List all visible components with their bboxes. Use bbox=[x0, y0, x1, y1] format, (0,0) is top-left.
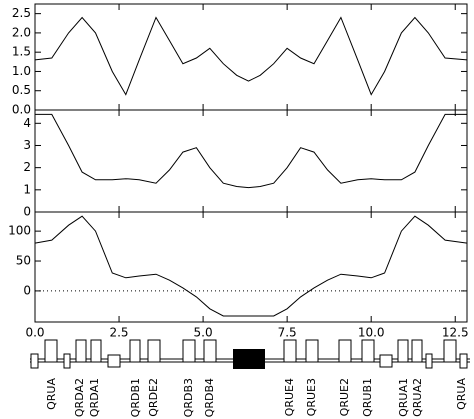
magnet-label: QRUA bbox=[455, 378, 468, 410]
magnet bbox=[233, 349, 265, 369]
x-tick-label: 0.0 bbox=[25, 326, 44, 340]
magnet-label: QRDB1 bbox=[129, 378, 142, 417]
y-tick-label: 1.0 bbox=[12, 64, 31, 78]
magnet bbox=[30, 353, 39, 369]
magnet bbox=[425, 353, 433, 369]
magnet bbox=[361, 339, 375, 363]
x-tick-label: 7.5 bbox=[278, 326, 297, 340]
magnet-label: QRDE2 bbox=[147, 378, 160, 417]
magnet-label: QRUE4 bbox=[283, 378, 296, 416]
magnet bbox=[203, 339, 217, 363]
magnet-label: QRUA2 bbox=[411, 378, 424, 417]
magnet bbox=[75, 339, 87, 363]
y-tick-label: 0.0 bbox=[12, 103, 31, 117]
y-tick-label: 3 bbox=[23, 138, 31, 152]
magnet bbox=[379, 354, 393, 368]
magnet-label: QRUE2 bbox=[338, 378, 351, 416]
y-tick-label: 100 bbox=[8, 224, 31, 238]
magnet bbox=[90, 339, 102, 363]
magnet-label: QRUA bbox=[45, 378, 58, 410]
y-tick-label: 0 bbox=[23, 283, 31, 297]
magnet bbox=[63, 353, 71, 369]
x-tick-label: 12.5 bbox=[442, 326, 469, 340]
magnet-label: QRDA1 bbox=[88, 378, 101, 417]
magnet-label: QRUA1 bbox=[397, 378, 410, 417]
plot-frame bbox=[34, 3, 468, 111]
data-line bbox=[34, 16, 468, 96]
magnet bbox=[443, 339, 457, 363]
magnet bbox=[129, 339, 141, 363]
x-tick-label: 2.5 bbox=[109, 326, 128, 340]
magnet-label: QRDB3 bbox=[182, 378, 195, 417]
magnet bbox=[397, 339, 409, 363]
y-tick-label: 0.5 bbox=[12, 83, 31, 97]
lattice: QRUA QRDA2 QRDA1 QRDB1 QRDE2 QRDB3 QRDB4 QRUE4 Q… bbox=[30, 339, 470, 417]
magnet bbox=[107, 354, 121, 368]
magnet bbox=[459, 353, 468, 369]
x-tick-label: 10.0 bbox=[358, 326, 385, 340]
magnet bbox=[305, 339, 319, 363]
magnet bbox=[411, 339, 423, 363]
y-tick-label: 1.5 bbox=[12, 45, 31, 59]
y-tick-label: 2.0 bbox=[12, 25, 31, 39]
y-tick-label: 50 bbox=[16, 254, 31, 268]
y-tick-label: 0 bbox=[23, 205, 31, 219]
y-tick-label: 4 bbox=[23, 116, 31, 130]
magnet-label: QRUB1 bbox=[361, 378, 374, 417]
magnet bbox=[147, 339, 161, 363]
x-tick-label: 5.0 bbox=[194, 326, 213, 340]
data-line bbox=[35, 113, 467, 189]
magnet bbox=[338, 339, 352, 363]
y-tick-label: 2.5 bbox=[12, 6, 31, 20]
magnet-label: QRDB4 bbox=[203, 378, 216, 417]
magnet bbox=[182, 339, 196, 363]
y-tick-label: 2 bbox=[23, 160, 31, 174]
magnet bbox=[44, 339, 58, 363]
plot-frame bbox=[34, 109, 468, 213]
magnet bbox=[283, 339, 297, 363]
magnet-label: QRDA2 bbox=[73, 378, 86, 417]
data-line bbox=[34, 215, 468, 317]
magnet-label: QRUE3 bbox=[305, 378, 318, 416]
y-tick-label: 1 bbox=[23, 182, 31, 196]
plot-frame bbox=[34, 211, 468, 323]
